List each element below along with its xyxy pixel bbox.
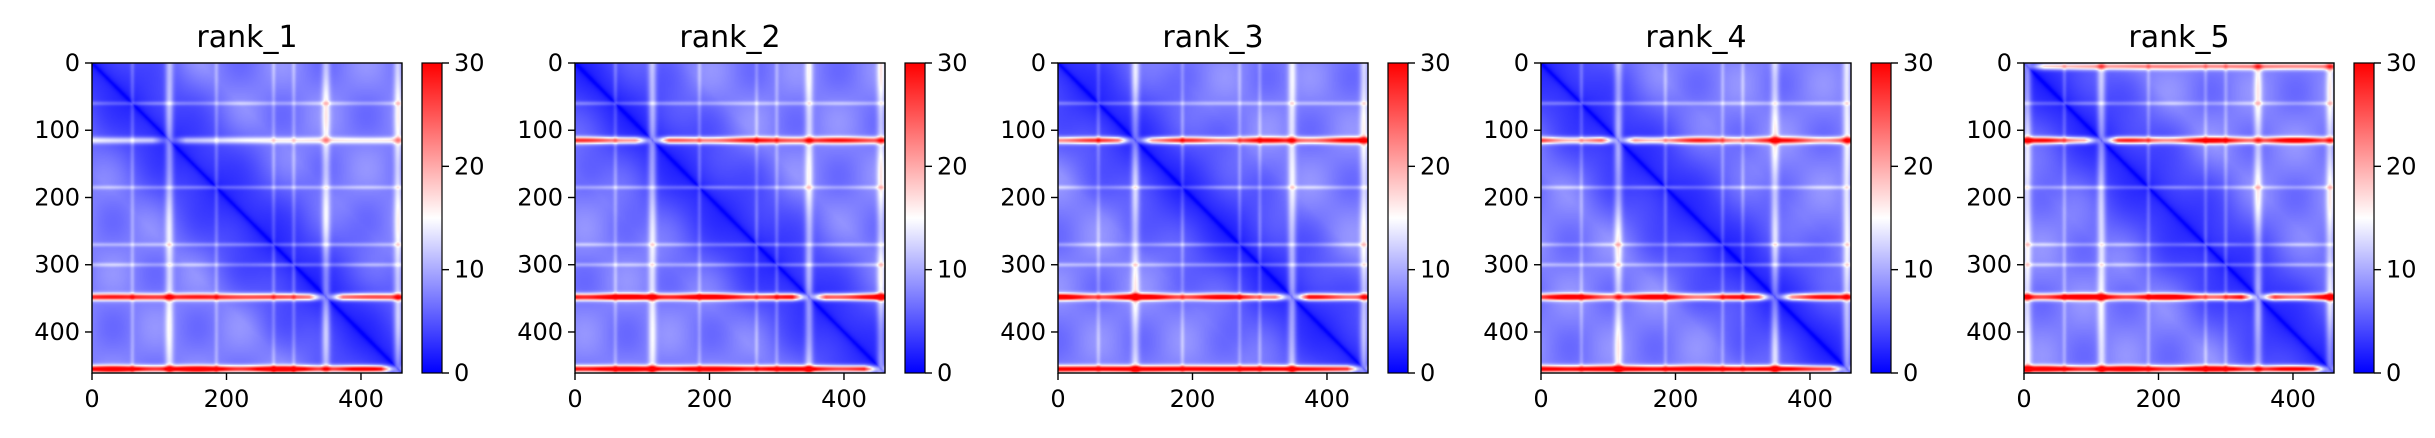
colorbar-tick-label: 0 [1903,359,1918,387]
colorbar-tick-label: 0 [454,359,469,387]
y-tick-label: 200 [34,183,80,211]
heatmap-panel: rank_3 0 200 400 0 100 200 300 400 0 10 20 30 [1000,20,1450,413]
y-tick-label: 300 [1483,251,1529,279]
colorbar-tick-label: 20 [1903,152,1934,180]
colorbar-tick-label: 20 [454,152,485,180]
x-tick-label: 200 [1653,385,1699,413]
colorbar-tick-label: 10 [2386,256,2417,284]
y-tick-label: 100 [1966,116,2012,144]
heatmap-panel: rank_2 0 200 400 0 100 200 300 400 0 10 20 30 [517,20,967,413]
y-tick-label: 400 [517,318,563,346]
y-tick-label: 0 [548,49,563,77]
panel-title: rank_3 [1162,20,1263,55]
x-tick-label: 0 [2016,385,2031,413]
y-tick-label: 300 [1966,251,2012,279]
heatmap-image [1058,63,1368,373]
heatmap-panel: rank_4 0 200 400 0 100 200 300 400 0 10 20 30 [1483,20,1933,413]
colorbar-tick-label: 20 [1420,152,1451,180]
plot-frame [574,62,886,374]
y-tick-label: 400 [1483,318,1529,346]
plot-frame [1057,62,1369,374]
panel-title: rank_2 [679,20,780,55]
y-tick-label: 200 [1000,183,1046,211]
x-tick-label: 200 [204,385,250,413]
x-tick-label: 0 [1533,385,1548,413]
colorbar-tick-label: 30 [454,49,485,77]
heatmap-image [1541,63,1851,373]
colorbar [2353,62,2375,374]
x-tick-label: 400 [1304,385,1350,413]
x-tick-label: 400 [821,385,867,413]
colorbar-tick-label: 10 [1420,256,1451,284]
y-tick-label: 300 [1000,251,1046,279]
y-tick-label: 0 [1514,49,1529,77]
panel-title: rank_1 [196,20,297,55]
y-tick-label: 0 [65,49,80,77]
colorbar-tick-label: 10 [1903,256,1934,284]
y-tick-label: 100 [1000,116,1046,144]
x-tick-label: 0 [1050,385,1065,413]
y-tick-label: 100 [34,116,80,144]
panel-title: rank_4 [1645,20,1746,55]
colorbar-tick-label: 30 [937,49,968,77]
y-tick-label: 400 [34,318,80,346]
y-tick-label: 200 [1966,183,2012,211]
y-tick-label: 400 [1000,318,1046,346]
colorbar-tick-label: 30 [2386,49,2417,77]
colorbar-tick-label: 0 [2386,359,2401,387]
x-tick-label: 400 [338,385,384,413]
x-tick-label: 200 [687,385,733,413]
x-tick-label: 400 [2270,385,2316,413]
y-tick-label: 200 [1483,183,1529,211]
y-tick-label: 300 [517,251,563,279]
colorbar-tick-label: 20 [2386,152,2417,180]
x-tick-label: 200 [2136,385,2182,413]
y-tick-label: 200 [517,183,563,211]
x-tick-label: 0 [84,385,99,413]
colorbar [1387,62,1409,374]
colorbar [904,62,926,374]
x-tick-label: 200 [1170,385,1216,413]
colorbar-tick-label: 30 [1420,49,1451,77]
colorbar-tick-label: 10 [937,256,968,284]
colorbar-tick-label: 0 [1420,359,1435,387]
y-tick-label: 100 [1483,116,1529,144]
x-tick-label: 0 [567,385,582,413]
plot-frame [2023,62,2335,374]
x-tick-label: 400 [1787,385,1833,413]
y-tick-label: 300 [34,251,80,279]
heatmap-image [575,63,885,373]
colorbar [1870,62,1892,374]
heatmap-image [2024,63,2334,373]
plot-frame [1540,62,1852,374]
colorbar [421,62,443,374]
colorbar-tick-label: 0 [937,359,952,387]
plot-frame [91,62,403,374]
colorbar-tick-label: 30 [1903,49,1934,77]
y-tick-label: 100 [517,116,563,144]
y-tick-label: 0 [1997,49,2012,77]
colorbar-tick-label: 10 [454,256,485,284]
heatmap-image [92,63,402,373]
y-tick-label: 400 [1966,318,2012,346]
heatmap-panel: rank_1 0 200 400 0 100 200 300 400 0 10 20 30 [34,20,484,413]
y-tick-label: 0 [1031,49,1046,77]
heatmap-panel: rank_5 0 200 400 0 100 200 300 400 0 10 20 30 [1966,20,2416,413]
colorbar-tick-label: 20 [937,152,968,180]
panel-title: rank_5 [2128,20,2229,55]
